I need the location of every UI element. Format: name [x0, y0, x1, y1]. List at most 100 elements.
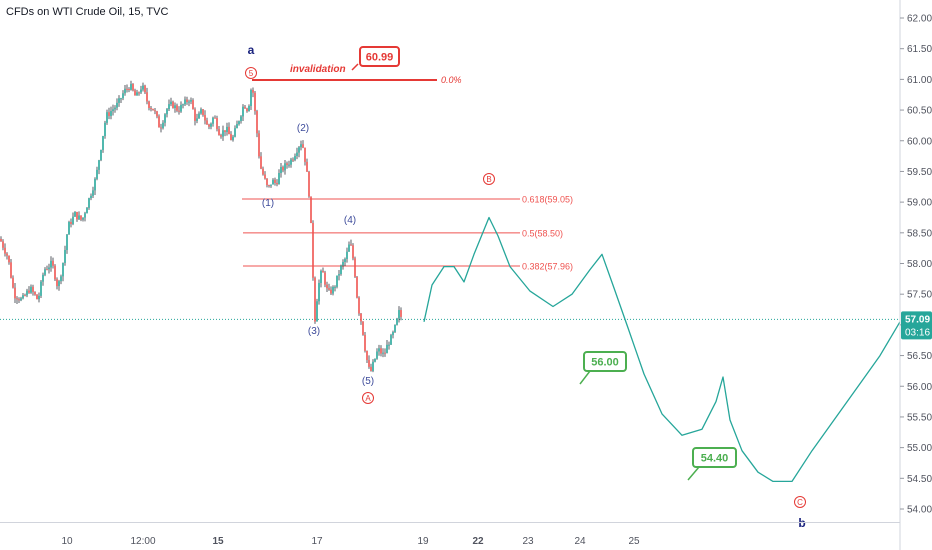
candle-body — [300, 144, 302, 148]
candle-body — [344, 258, 346, 262]
candle-body — [158, 116, 160, 128]
candle-body — [250, 89, 252, 107]
target-label: 54.40 — [701, 453, 729, 465]
candle-body — [170, 101, 172, 105]
candle-body — [310, 196, 312, 224]
candle-body — [212, 117, 214, 124]
projection-path[interactable] — [423, 216, 901, 483]
candle-body — [114, 107, 116, 110]
candle-body — [20, 298, 22, 301]
price-series — [0, 80, 402, 373]
candle-body — [2, 241, 4, 248]
candle-body — [256, 111, 258, 134]
y-tick-label: 61.00 — [907, 75, 932, 86]
candle-body — [38, 295, 40, 300]
candle-body — [380, 348, 382, 354]
candle-body — [216, 118, 218, 130]
candle-body — [10, 262, 12, 278]
y-tick-label: 55.50 — [907, 412, 932, 423]
candle-body — [280, 166, 282, 174]
wave-label-a: a — [248, 43, 255, 57]
candle-body — [328, 288, 330, 290]
candle-body — [138, 92, 140, 94]
y-tick-label: 57.50 — [907, 290, 932, 301]
candle-body — [22, 295, 24, 299]
candle-body — [16, 298, 18, 300]
y-tick-label: 61.50 — [907, 44, 932, 55]
fib-retracement[interactable]: 0.618(59.05) 0.5(58.50) 0.382(57.96) 0.0% — [242, 75, 573, 271]
candle-body — [126, 88, 128, 90]
candle-body — [390, 335, 392, 345]
candle-body — [356, 276, 358, 298]
candle-body — [52, 260, 54, 266]
candle-body — [302, 144, 304, 148]
y-tick-label: 60.50 — [907, 106, 932, 117]
candle-body — [140, 89, 142, 93]
candle-body — [202, 109, 204, 116]
candle-body — [294, 156, 296, 161]
candle-body — [220, 135, 222, 137]
candle-body — [150, 108, 152, 110]
candle-body — [240, 116, 242, 122]
candle-body — [236, 124, 238, 129]
y-tick-label: 59.00 — [907, 198, 932, 209]
wave-label-A-circled: A — [365, 394, 371, 403]
candle-body — [14, 287, 16, 299]
candle-body — [190, 100, 192, 102]
candle-body — [316, 301, 318, 322]
candle-body — [336, 275, 338, 287]
candle-body — [290, 159, 292, 165]
candle-body — [84, 213, 86, 218]
candle-body — [304, 147, 306, 162]
candle-body — [72, 216, 74, 224]
wave-label-C-circled: C — [797, 498, 803, 507]
candle-body — [100, 149, 102, 161]
projected-wave-path — [423, 216, 901, 483]
candle-body — [50, 260, 52, 268]
candle-body — [196, 118, 198, 121]
candle-body — [166, 109, 168, 115]
candle-body — [200, 109, 202, 114]
candle-body — [260, 156, 262, 169]
y-tick-label: 54.50 — [907, 474, 932, 485]
candle-body — [222, 130, 224, 137]
candle-body — [80, 215, 82, 220]
candle-body — [162, 122, 164, 129]
target-pointer — [687, 466, 700, 481]
candle-body — [58, 281, 60, 287]
candle-body — [282, 166, 284, 171]
candle-body — [288, 164, 290, 166]
candle-body — [226, 126, 228, 132]
wave-label-2: (2) — [297, 123, 309, 134]
candle-body — [318, 282, 320, 302]
wave-label-3: (3) — [308, 326, 320, 337]
y-tick-label: 58.50 — [907, 228, 932, 239]
candle-body — [350, 244, 352, 246]
candle-body — [176, 105, 178, 111]
fib-level-label: 0.5(58.50) — [522, 228, 563, 238]
candle-body — [76, 211, 78, 220]
invalidation-callout-pointer — [351, 63, 359, 71]
candle-body — [134, 90, 136, 96]
candle-body — [8, 255, 10, 263]
candle-body — [88, 198, 90, 208]
candle-body — [320, 270, 322, 283]
candle-body — [238, 121, 240, 125]
candle-body — [68, 222, 70, 235]
candle-body — [262, 168, 264, 175]
candle-body — [62, 262, 64, 277]
candle-body — [324, 272, 326, 285]
candle-body — [232, 136, 234, 141]
y-tick-label: 56.50 — [907, 351, 932, 362]
candle-body — [218, 129, 220, 136]
invalidation-price-box — [359, 46, 400, 67]
candle-body — [364, 334, 366, 351]
candle-body — [378, 348, 380, 352]
y-tick-label: 58.00 — [907, 259, 932, 270]
current-price-label: 57.09 — [905, 314, 930, 325]
candle-body — [66, 234, 68, 251]
candle-body — [360, 313, 362, 322]
candle-body — [28, 290, 30, 293]
